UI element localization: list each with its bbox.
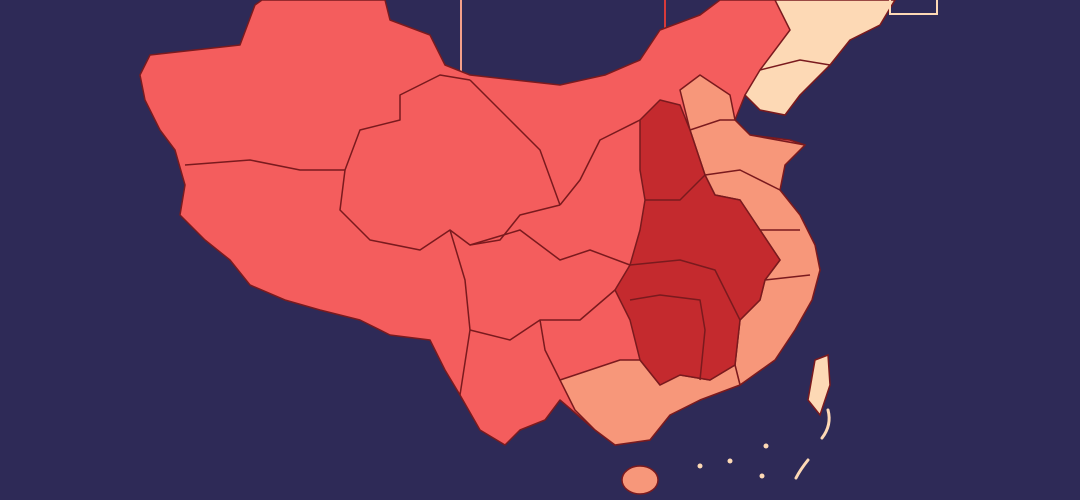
region-south <box>559 359 741 446</box>
island-dot <box>727 458 733 464</box>
inset-frame <box>889 0 938 15</box>
border <box>184 74 471 171</box>
border <box>689 119 735 131</box>
border <box>759 59 831 71</box>
island-dot <box>697 463 703 469</box>
island-arc <box>820 408 831 440</box>
island-hainan <box>621 465 659 495</box>
border <box>629 294 706 381</box>
island-dot <box>763 443 769 449</box>
border <box>449 229 471 396</box>
border <box>764 274 811 281</box>
island-arc <box>794 458 810 480</box>
border <box>559 119 641 206</box>
border <box>645 174 706 201</box>
island-taiwan <box>807 353 831 417</box>
border <box>469 229 631 266</box>
region-central <box>614 99 781 386</box>
border <box>629 259 741 321</box>
border <box>469 79 561 206</box>
region-northeast <box>744 0 896 116</box>
border <box>704 169 781 191</box>
border <box>539 319 561 381</box>
island-dot <box>759 473 765 479</box>
